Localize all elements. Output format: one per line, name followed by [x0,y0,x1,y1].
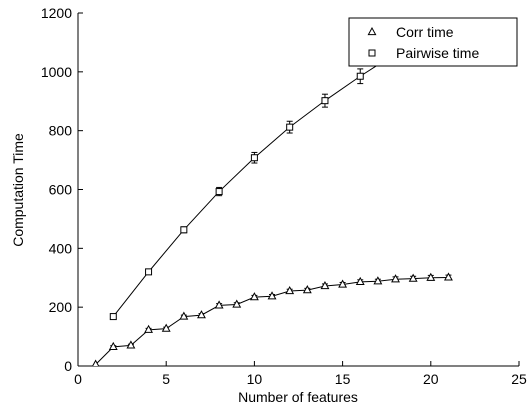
y-tick-label: 0 [64,358,72,374]
legend-marker-corr [367,26,377,36]
data-point-corr [179,311,189,320]
data-point-pairwise [180,226,188,234]
data-point-corr [391,274,400,283]
data-point-pairwise [215,188,223,196]
data-point-corr [108,341,118,350]
legend: Corr time Pairwise time [348,17,518,67]
data-point-corr [408,273,418,282]
series-line-corr [95,276,449,365]
data-point-corr [249,292,259,301]
x-tick-label: 15 [335,371,351,387]
x-tick-label: 10 [247,371,263,387]
data-point-corr [92,359,100,366]
legend-box [348,17,518,67]
data-point-corr [267,291,277,300]
legend-symbol-corr [367,26,377,36]
legend-label-pairwise: Pairwise time [396,45,479,61]
data-point-pairwise [145,268,153,276]
x-tick-label: 5 [162,371,170,387]
y-tick-label: 1200 [41,5,72,21]
x-ticks: 0 5 10 15 20 25 [74,361,527,387]
x-tick-label: 0 [74,371,82,387]
x-axis-title: Number of features [238,389,358,405]
y-tick-label: 1000 [41,64,72,80]
data-point-corr [320,280,330,290]
x-tick-label: 20 [423,371,439,387]
y-axis-title: Computation Time [10,133,26,247]
series-line-pairwise [112,31,432,317]
data-point-pairwise [109,313,117,321]
data-point-pairwise [286,123,294,131]
data-point-corr [285,285,295,295]
data-point-corr [426,272,436,281]
data-point-corr [214,300,224,309]
data-point-pairwise [321,97,329,105]
y-ticks: 0 200 400 600 800 1000 1200 [41,5,83,374]
legend-label-corr: Corr time [396,24,454,40]
y-tick-label: 400 [49,240,73,256]
data-point-pairwise [250,154,258,162]
x-tick-label: 25 [511,371,527,387]
legend-marker-pairwise [368,49,376,57]
data-point-corr [443,272,453,281]
data-point-corr [144,324,154,333]
data-point-corr [126,340,136,349]
data-point-corr [302,285,312,294]
data-point-corr [373,276,383,285]
data-point-corr [161,323,171,332]
y-tick-label: 800 [49,123,73,139]
data-point-corr [197,310,206,319]
legend-symbol-pairwise [368,49,376,57]
data-point-corr [232,299,242,308]
data-point-pairwise [356,72,364,80]
series-layer [92,23,453,366]
data-point-corr [338,279,348,288]
y-tick-label: 200 [49,299,73,315]
data-point-corr [355,276,365,285]
y-tick-label: 600 [49,182,73,198]
